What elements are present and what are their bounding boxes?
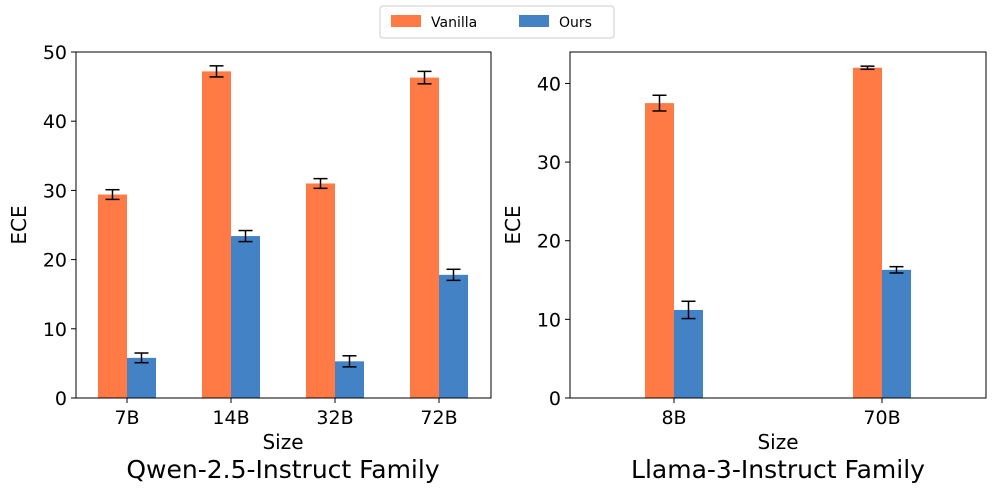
qwen-x-tick-label-14b: 14B [212,407,249,429]
legend: Vanilla Ours [379,5,615,39]
qwen-y-tick-label-10: 10 [43,319,67,341]
qwen-y-tick-label-0: 0 [55,388,67,410]
qwen-bar-vanilla-72b [410,77,439,398]
qwen-y-ticks: 0 10 20 30 40 50 [43,42,76,410]
qwen-y-tick-label-40: 40 [43,111,67,133]
llama-bar-vanilla-70b [853,67,882,399]
llama-errorbar-vanilla-8b [652,94,667,112]
llama-y-axis-label: ECE [501,205,525,244]
legend-label-ours: Ours [559,15,592,31]
llama-x-axis-label: Size [757,430,798,454]
qwen-bar-ours-14b [231,236,260,398]
qwen-bar-ours-7b [127,357,156,398]
qwen-errorbar-ours-32b [342,355,357,368]
qwen-x-tick-label-32b: 32B [316,407,353,429]
qwen-y-axis-label: ECE [7,205,31,244]
qwen-errorbar-vanilla-72b [417,70,432,85]
llama-bars [645,67,911,399]
qwen-errorbar-vanilla-7b [105,188,120,201]
qwen-bar-vanilla-7b [98,194,127,398]
qwen-errorbar-ours-7b [134,352,149,364]
qwen-panel-title: Qwen-2.5-Instruct Family [126,455,439,484]
legend-frame [379,5,615,39]
llama-panel: 0 10 20 30 40 8B 70B ECE Size Llama-3-Instruc… [501,51,987,484]
qwen-bar-ours-72b [439,274,468,398]
llama-bar-ours-8b [674,309,703,398]
qwen-x-tick-label-7b: 7B [114,407,139,429]
llama-y-tick-label-10: 10 [537,309,561,331]
llama-plot-frame [569,51,987,399]
llama-errorbar-vanilla-70b [860,65,875,71]
qwen-bars [98,71,468,398]
llama-x-tick-label-8b: 8B [661,407,686,429]
llama-x-ticks: 8B 70B [661,398,901,429]
llama-y-tick-label-40: 40 [537,73,561,95]
llama-y-ticks: 0 10 20 30 40 [537,73,570,410]
llama-errorbar-ours-70b [889,265,904,274]
llama-y-tick-label-0: 0 [549,388,561,410]
qwen-y-tick-label-50: 50 [43,42,67,64]
qwen-x-ticks: 7B 14B 32B 72B [114,398,458,429]
qwen-panel: 0 10 20 30 40 50 7B 14B 32B 72B ECE Size Qwen-2.… [7,42,492,484]
llama-panel-title: Llama-3-Instruct Family [631,455,925,484]
qwen-y-tick-label-30: 30 [43,180,67,202]
llama-bar-ours-70b [882,269,911,398]
llama-y-tick-label-30: 30 [537,152,561,174]
llama-error-bars [652,65,904,320]
qwen-x-axis-label: Size [262,430,303,454]
qwen-errorbar-ours-14b [238,229,253,243]
qwen-x-tick-label-72b: 72B [420,407,457,429]
qwen-plot-frame [75,51,492,399]
legend-swatch-vanilla [391,15,421,27]
qwen-bar-vanilla-32b [306,183,335,398]
llama-errorbar-ours-8b [681,300,696,320]
qwen-y-tick-label-20: 20 [43,250,67,272]
qwen-error-bars [105,65,461,368]
llama-x-tick-label-70b: 70B [863,407,900,429]
qwen-errorbar-vanilla-14b [209,65,224,78]
legend-swatch-ours [519,15,549,27]
llama-bar-vanilla-8b [645,103,674,398]
legend-label-vanilla: Vanilla [431,15,477,31]
llama-y-tick-label-20: 20 [537,231,561,253]
qwen-errorbar-vanilla-32b [313,177,328,190]
qwen-errorbar-ours-72b [446,268,461,282]
qwen-bar-vanilla-14b [202,71,231,398]
